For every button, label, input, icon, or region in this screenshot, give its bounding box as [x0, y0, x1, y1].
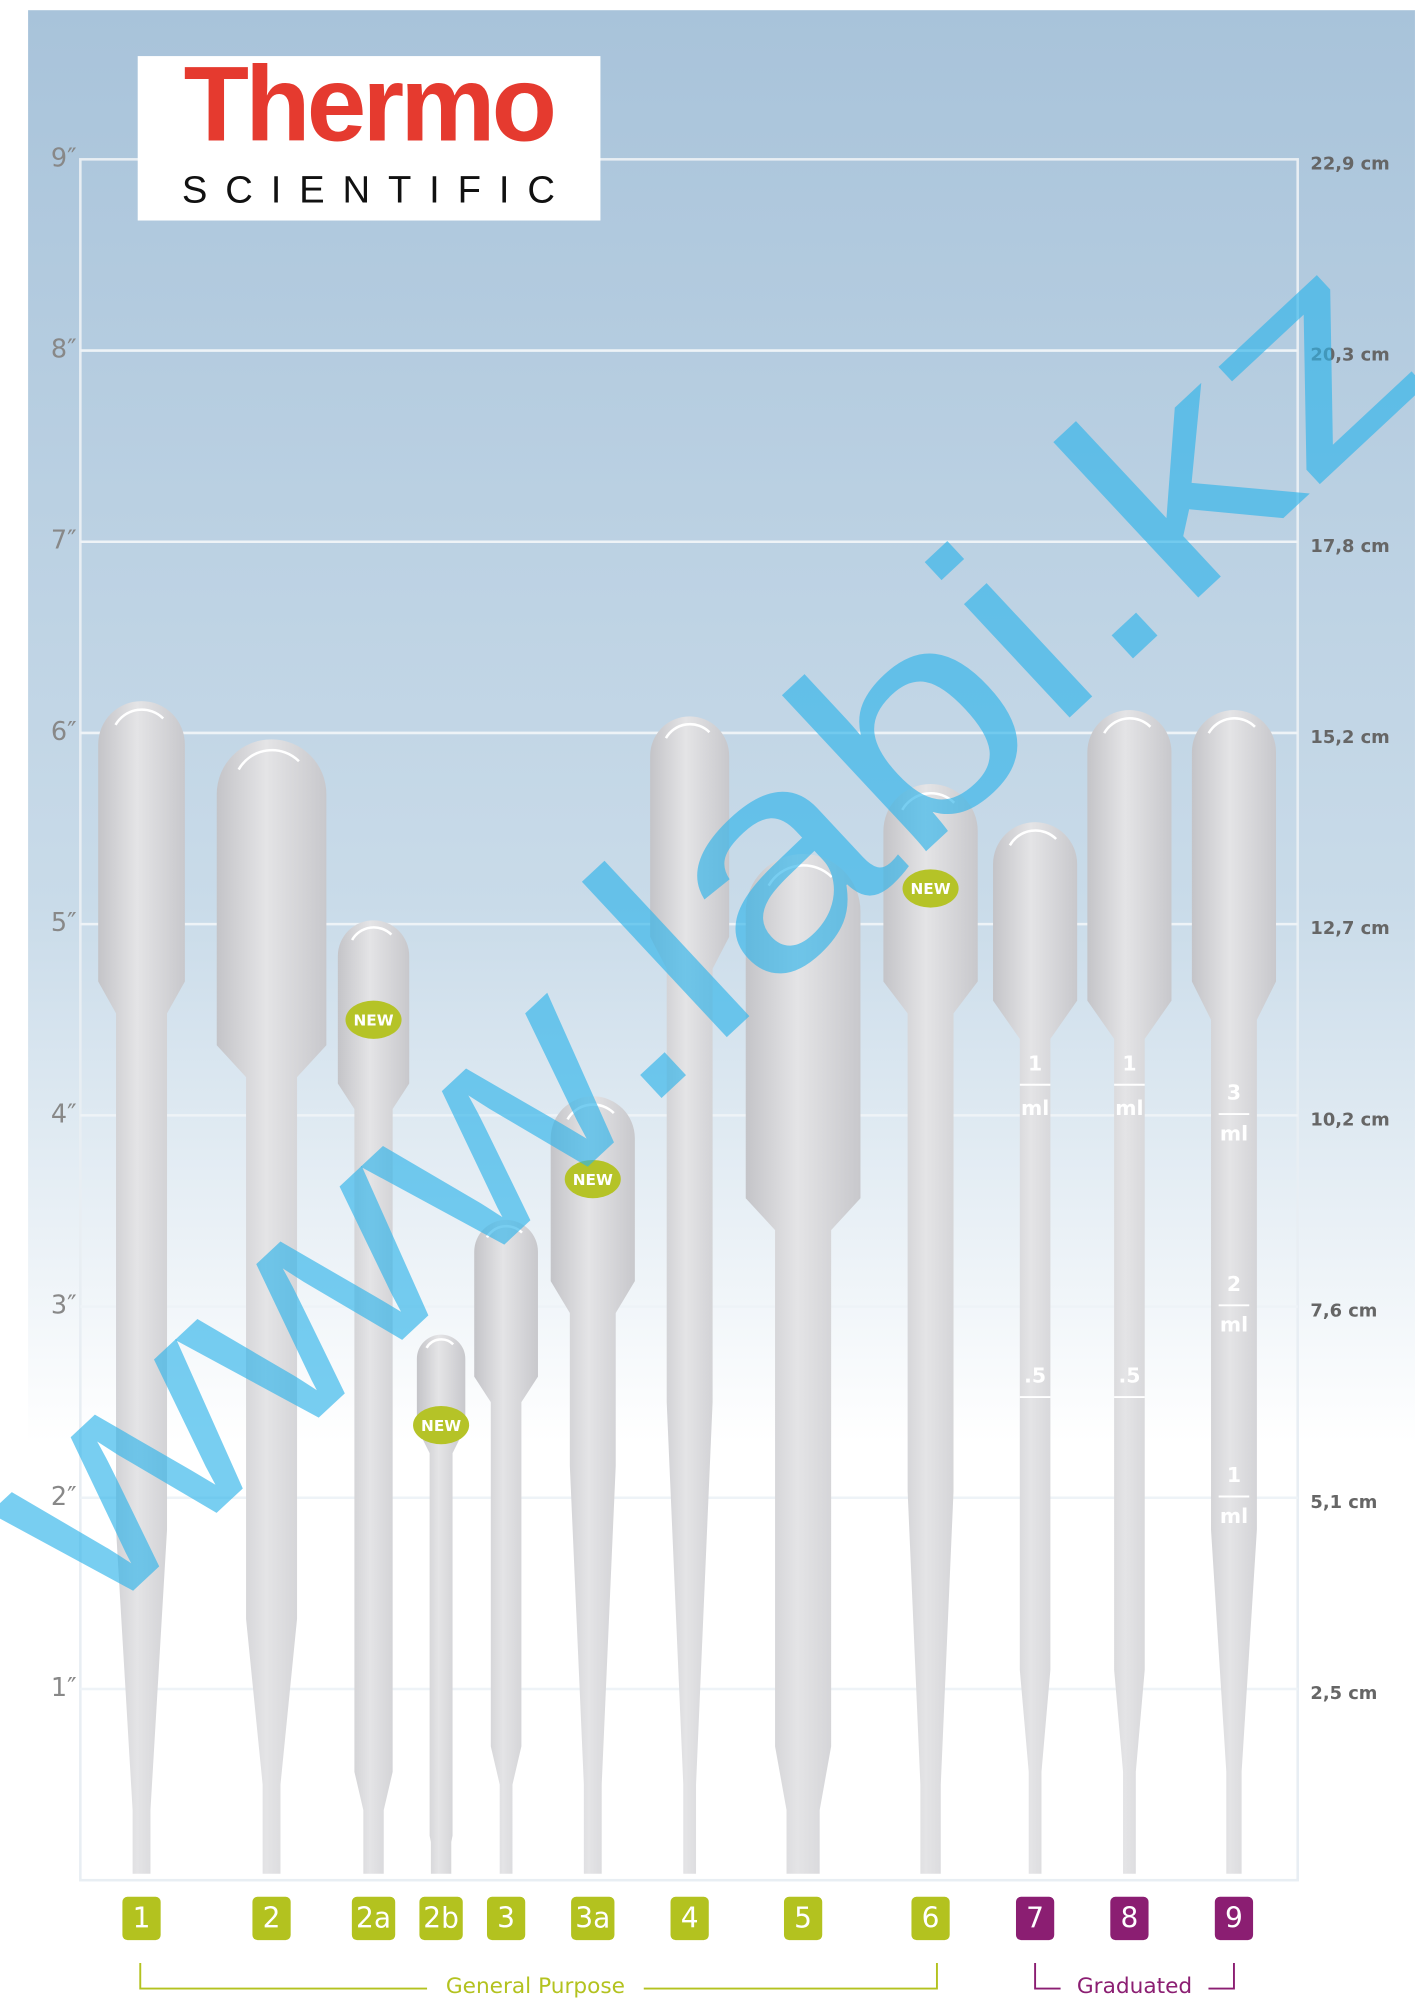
pipette — [550, 1096, 635, 1874]
pipette-tag — [122, 1896, 161, 1941]
pipette — [650, 716, 730, 1874]
graduation-label: ml — [1021, 1096, 1049, 1120]
graduation-label: 1 — [1227, 1463, 1241, 1487]
pipette-number: 4 — [681, 1902, 699, 1935]
pipette-tag — [1110, 1896, 1149, 1941]
inch-label: 7″ — [51, 526, 77, 556]
pipette-number: 8 — [1121, 1902, 1139, 1935]
graduation-label: .5 — [1024, 1364, 1046, 1388]
pipette-tag — [252, 1896, 291, 1941]
pipette — [1087, 710, 1172, 1874]
pipette-number: 6 — [922, 1902, 940, 1935]
graduation-label: .5 — [1118, 1364, 1140, 1388]
pipette-highlight — [767, 864, 833, 887]
pipette — [474, 1219, 538, 1874]
pipette-number: 1 — [133, 1902, 151, 1935]
pipette-highlight — [425, 1338, 455, 1349]
inch-label: 2″ — [51, 1482, 77, 1512]
pipette-number: 2b — [423, 1902, 459, 1935]
inch-label: 6″ — [51, 717, 77, 747]
inch-label: 5″ — [51, 908, 77, 938]
pipette — [745, 854, 861, 1874]
pipette-number: 3a — [575, 1902, 610, 1935]
graduation-label: 1 — [1028, 1051, 1042, 1075]
logo-sub: SCIENTIFIC — [182, 169, 573, 212]
pipette — [98, 701, 185, 1874]
pipette-highlight — [1207, 717, 1256, 734]
inch-label: 3″ — [51, 1291, 77, 1321]
inch-label: 9″ — [51, 143, 77, 173]
graduation-label: ml — [1115, 1096, 1143, 1120]
new-badge-text: NEW — [353, 1012, 393, 1030]
pipette-highlight — [901, 792, 956, 811]
new-badge-text: NEW — [911, 880, 951, 898]
pipette-tag — [1214, 1896, 1254, 1941]
graduation-label: ml — [1220, 1313, 1248, 1337]
graduation-label: ml — [1220, 1504, 1248, 1528]
frame — [79, 158, 1299, 1882]
cm-label: 17,8 cm — [1310, 536, 1389, 557]
pipette-tag — [419, 1896, 463, 1941]
cm-label: 10,2 cm — [1310, 1109, 1389, 1130]
graduation-label: ml — [1220, 1121, 1248, 1145]
logo-brand: Thermo — [184, 43, 554, 163]
pipette-highlight — [664, 722, 711, 739]
pipette-highlight — [237, 748, 300, 771]
pipette-number: 2a — [356, 1902, 391, 1935]
cm-label: 22,9 cm — [1310, 153, 1389, 174]
group-label: Graduated — [1077, 1974, 1192, 1999]
pipette-tag — [571, 1896, 615, 1941]
pipette — [883, 783, 978, 1874]
pipette-number: 5 — [794, 1902, 812, 1935]
pipette-highlight — [351, 926, 393, 941]
pipette-highlight — [114, 708, 165, 726]
group-label: General Purpose — [446, 1974, 625, 1999]
new-badge-text: NEW — [573, 1171, 613, 1189]
new-badge — [902, 869, 959, 908]
pipette — [337, 920, 410, 1874]
pipette — [216, 739, 327, 1874]
pipette-highlight — [1103, 717, 1152, 734]
group-bracket — [139, 1963, 938, 1990]
pipette — [993, 822, 1078, 1874]
pipette-number: 3 — [497, 1902, 515, 1935]
pipette-number: 2 — [263, 1902, 281, 1935]
pipette-tag — [670, 1896, 709, 1941]
inch-label: 4″ — [51, 1099, 77, 1129]
inch-label: 8″ — [51, 335, 77, 365]
pipette-tag — [783, 1896, 823, 1941]
pipette-tag — [1015, 1896, 1055, 1941]
cm-label: 7,6 cm — [1310, 1301, 1377, 1322]
pipette-highlight — [485, 1224, 523, 1239]
logo-box — [137, 56, 601, 221]
inch-label: 1″ — [51, 1673, 77, 1703]
pipette-number: 9 — [1225, 1902, 1243, 1935]
pipette-tag — [911, 1896, 950, 1941]
cm-label: 12,7 cm — [1310, 918, 1389, 939]
pipette-highlight — [1008, 829, 1058, 846]
pipette-tag — [486, 1896, 526, 1941]
new-badge-text: NEW — [421, 1417, 461, 1435]
pipette-number: 7 — [1026, 1902, 1044, 1935]
new-badge — [345, 1000, 402, 1039]
cm-label: 5,1 cm — [1310, 1492, 1377, 1513]
cm-label: 20,3 cm — [1310, 345, 1389, 366]
pipette-highlight — [566, 1103, 615, 1121]
graduation-label: 3 — [1227, 1081, 1241, 1105]
pipette — [416, 1334, 466, 1874]
group-bracket — [1034, 1963, 1235, 1990]
cm-label: 2,5 cm — [1310, 1683, 1377, 1704]
pipette — [1191, 710, 1277, 1874]
graduation-label: 2 — [1227, 1272, 1241, 1296]
new-badge — [564, 1159, 621, 1199]
cm-label: 15,2 cm — [1310, 727, 1389, 748]
graduation-label: 1 — [1122, 1051, 1136, 1075]
new-badge — [413, 1405, 470, 1445]
pipette-tag — [351, 1896, 396, 1941]
